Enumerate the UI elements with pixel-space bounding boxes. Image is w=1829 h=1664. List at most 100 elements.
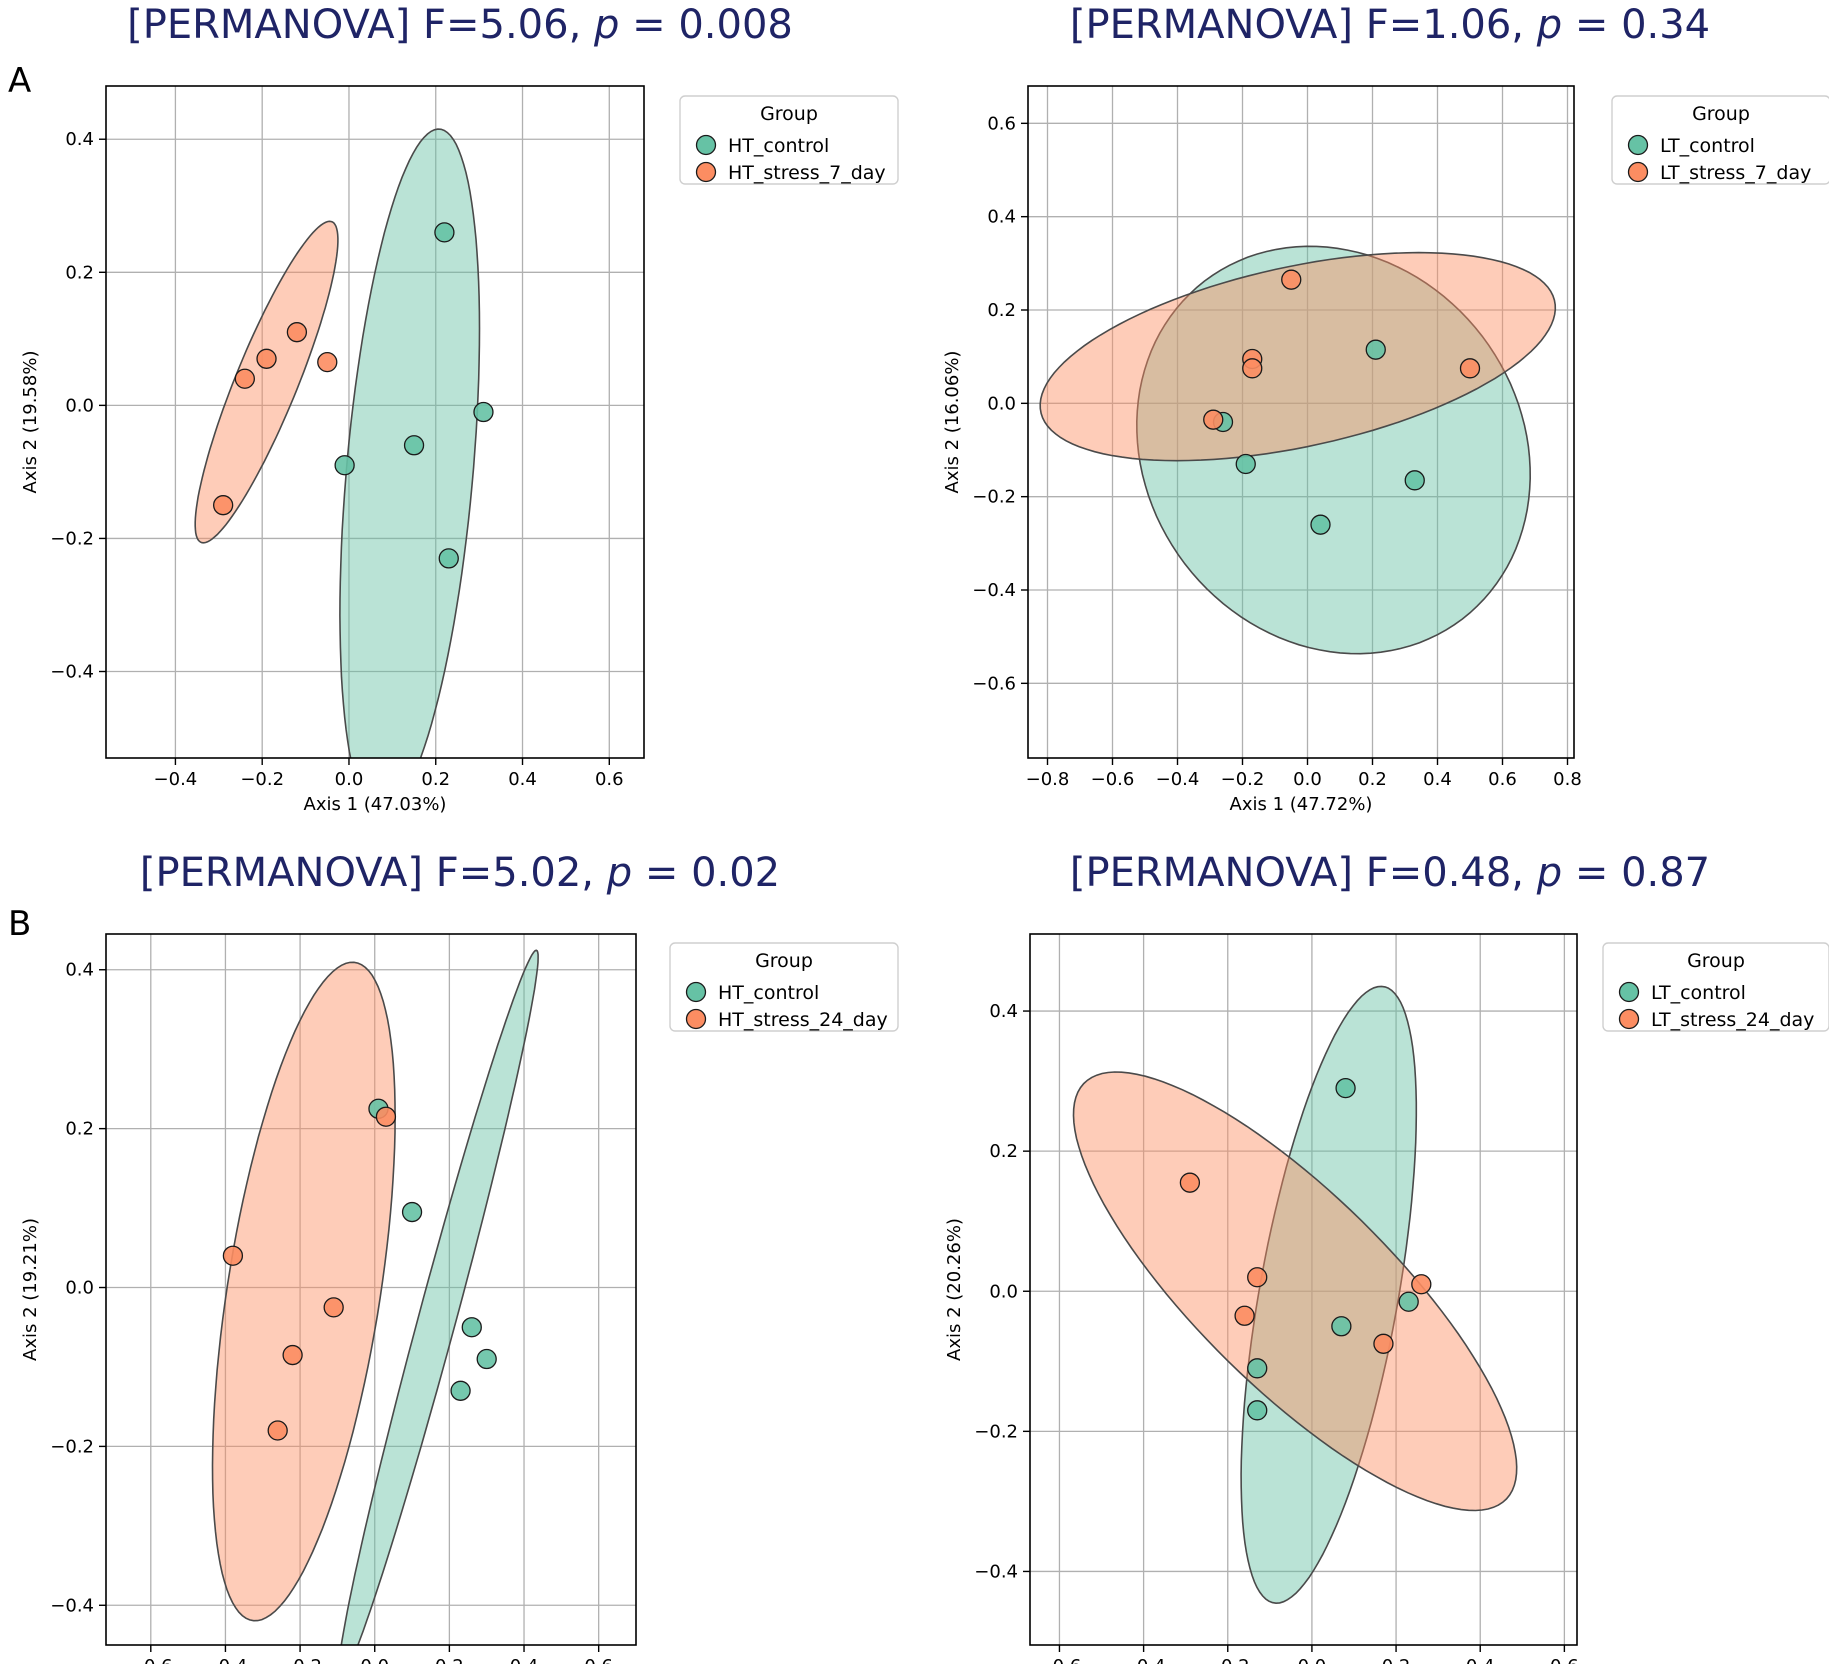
x-tick-label: −0.4 [154, 769, 198, 790]
legend-title: Group [755, 950, 813, 972]
data-point-LT_control[interactable] [1365, 339, 1386, 360]
data-point-HT_control[interactable] [450, 1380, 471, 1401]
data-point-HT_stress_24_day[interactable] [282, 1344, 303, 1366]
data-point-HT_stress_24_day[interactable] [375, 1106, 397, 1127]
axes-frame [105, 933, 637, 1646]
data-point-HT_control[interactable] [334, 455, 355, 476]
x-tick-label: 0.4 [508, 769, 537, 790]
axis-ticks: −0.6 −0.4 −0.2 0.0 0.2 0.4 0.6 −0.4 −0.2 0.0 0.2 0.… [974, 1001, 1578, 1664]
data-point-HT_stress_7_day[interactable] [286, 322, 308, 343]
data-point-LT_stress_24_day[interactable] [1411, 1274, 1432, 1295]
y-axis-label: Axis 2 (20.26%) [944, 1218, 965, 1361]
y-tick-label: −0.2 [50, 528, 94, 549]
title-p: p [593, 2, 619, 48]
chart-panel-3: [PERMANOVA] F=5.02, p = 0.02 −0.6 −0.4 −0.2… [20, 850, 899, 1664]
legend-marker-LT_stress_24_day [1618, 1008, 1640, 1030]
data-point-HT_stress_7_day[interactable] [256, 348, 277, 369]
y-tick-label: 0.0 [989, 1281, 1018, 1302]
legend-marker-HT_stress_24_day [685, 1008, 707, 1030]
axes-frame [105, 85, 645, 759]
axes-frame [1029, 933, 1578, 1646]
data-point-LT_control[interactable] [1247, 1400, 1268, 1421]
axis-ticks: −0.4 −0.2 0.0 0.2 0.4 0.6 −0.4 −0.2 0.0 0.2 0.4 [50, 129, 623, 790]
x-axis-label: Axis 1 (47.72%) [1230, 794, 1373, 815]
y-tick-label: −0.4 [974, 1561, 1018, 1582]
y-tick-label: 0.2 [987, 300, 1016, 321]
legend: Group LT_control LT_stress_7_day [1611, 95, 1829, 185]
data-point-LT_stress_7_day[interactable] [1203, 409, 1224, 430]
y-tick-label: 0.0 [65, 1278, 94, 1299]
chart-title: [PERMANOVA] F=5.06, p = 0.008 [127, 2, 793, 48]
x-tick-label: 0.0 [360, 1656, 389, 1664]
data-point-LT_control[interactable] [1335, 1077, 1356, 1099]
data-point-LT_control[interactable] [1404, 470, 1425, 491]
legend-label-LT_control: LT_control [1651, 982, 1746, 1004]
data-point-HT_stress_24_day[interactable] [222, 1245, 244, 1266]
legend: Group LT_control LT_stress_24_day [1602, 942, 1829, 1032]
chart-panel-4: [PERMANOVA] F=0.48, p = 0.87 −0.6 −0.4 −0.2… [944, 850, 1829, 1664]
data-point-HT_control[interactable] [476, 1348, 497, 1370]
data-point-HT_control[interactable] [403, 435, 425, 456]
data-point-LT_stress_7_day[interactable] [1459, 358, 1481, 379]
data-point-HT_control[interactable] [473, 401, 494, 423]
title-suffix: = 0.02 [632, 850, 780, 896]
ellipse-HT_stress_24_day [211, 961, 396, 1622]
x-tick-label: 0.6 [584, 1656, 613, 1664]
title-suffix: = 0.87 [1562, 850, 1710, 896]
legend-label-LT_stress_24_day: LT_stress_24_day [1651, 1009, 1814, 1031]
x-tick-label: 0.6 [595, 769, 624, 790]
data-point-HT_control[interactable] [461, 1317, 482, 1338]
x-tick-label: 0.2 [421, 769, 450, 790]
chart-title: [PERMANOVA] F=1.06, p = 0.34 [1070, 2, 1710, 48]
title-p: p [1536, 850, 1562, 896]
data-point-LT_control[interactable] [1331, 1316, 1352, 1337]
data-point-HT_stress_7_day[interactable] [317, 351, 338, 373]
grid [106, 86, 644, 758]
legend-box [679, 95, 899, 185]
ellipse-HT_control [339, 128, 481, 758]
data-point-LT_control[interactable] [1235, 453, 1256, 475]
data-point-HT_control[interactable] [401, 1201, 423, 1223]
scatter-points [1203, 269, 1481, 535]
x-tick-label: −0.2 [1221, 769, 1265, 790]
data-point-HT_control[interactable] [438, 548, 459, 569]
legend-marker-HT_control [695, 134, 717, 156]
legend-label-HT_stress_7_day: HT_stress_7_day [728, 162, 886, 184]
data-point-HT_stress_7_day[interactable] [234, 368, 255, 389]
confidence-ellipses [1072, 985, 1518, 1605]
data-point-HT_control[interactable] [434, 222, 455, 243]
data-point-LT_stress_24_day[interactable] [1179, 1172, 1201, 1193]
axis-ticks: −0.8 −0.6 −0.4 −0.2 0.0 0.2 0.4 0.6 0.8−0.6−0.4−… [972, 113, 1582, 790]
chart-panels: [PERMANOVA] F=5.06, p = 0.008 −0.4 −0.2 0.0… [20, 2, 1829, 1664]
title-prefix: [PERMANOVA] F=1.06, [1070, 2, 1537, 48]
x-tick-label: −0.2 [1206, 1656, 1250, 1664]
chart-panel-1: [PERMANOVA] F=5.06, p = 0.008 −0.4 −0.2 0.0… [20, 2, 899, 815]
y-tick-label: −0.2 [972, 487, 1016, 508]
data-point-LT_stress_7_day[interactable] [1242, 358, 1263, 379]
data-point-HT_stress_24_day[interactable] [267, 1420, 288, 1441]
x-tick-label: 0.6 [1488, 769, 1517, 790]
data-point-LT_stress_7_day[interactable] [1281, 269, 1302, 290]
confidence-ellipses [211, 949, 539, 1645]
data-point-HT_stress_7_day[interactable] [212, 495, 234, 516]
x-tick-label: 0.4 [1423, 769, 1452, 790]
data-point-LT_control[interactable] [1310, 514, 1331, 535]
x-tick-label: 0.2 [435, 1656, 464, 1664]
scatter-points [222, 1098, 497, 1441]
data-point-LT_stress_24_day[interactable] [1234, 1305, 1255, 1326]
ellipse-HT_control [340, 949, 539, 1645]
y-tick-label: 0.4 [989, 1001, 1018, 1022]
data-point-HT_stress_24_day[interactable] [323, 1297, 344, 1318]
data-point-LT_stress_24_day[interactable] [1247, 1267, 1268, 1288]
data-point-LT_control[interactable] [1247, 1358, 1268, 1379]
legend-box [1602, 942, 1829, 1032]
y-tick-label: 0.0 [65, 395, 94, 416]
y-tick-label: 0.2 [65, 262, 94, 283]
ellipse-LT_stress_7_day [1039, 251, 1557, 462]
data-point-LT_control[interactable] [1398, 1291, 1419, 1312]
legend-box [669, 942, 899, 1032]
y-tick-label: 0.6 [987, 113, 1016, 134]
data-point-LT_stress_24_day[interactable] [1373, 1333, 1394, 1354]
legend-marker-HT_stress_7_day [695, 161, 717, 183]
